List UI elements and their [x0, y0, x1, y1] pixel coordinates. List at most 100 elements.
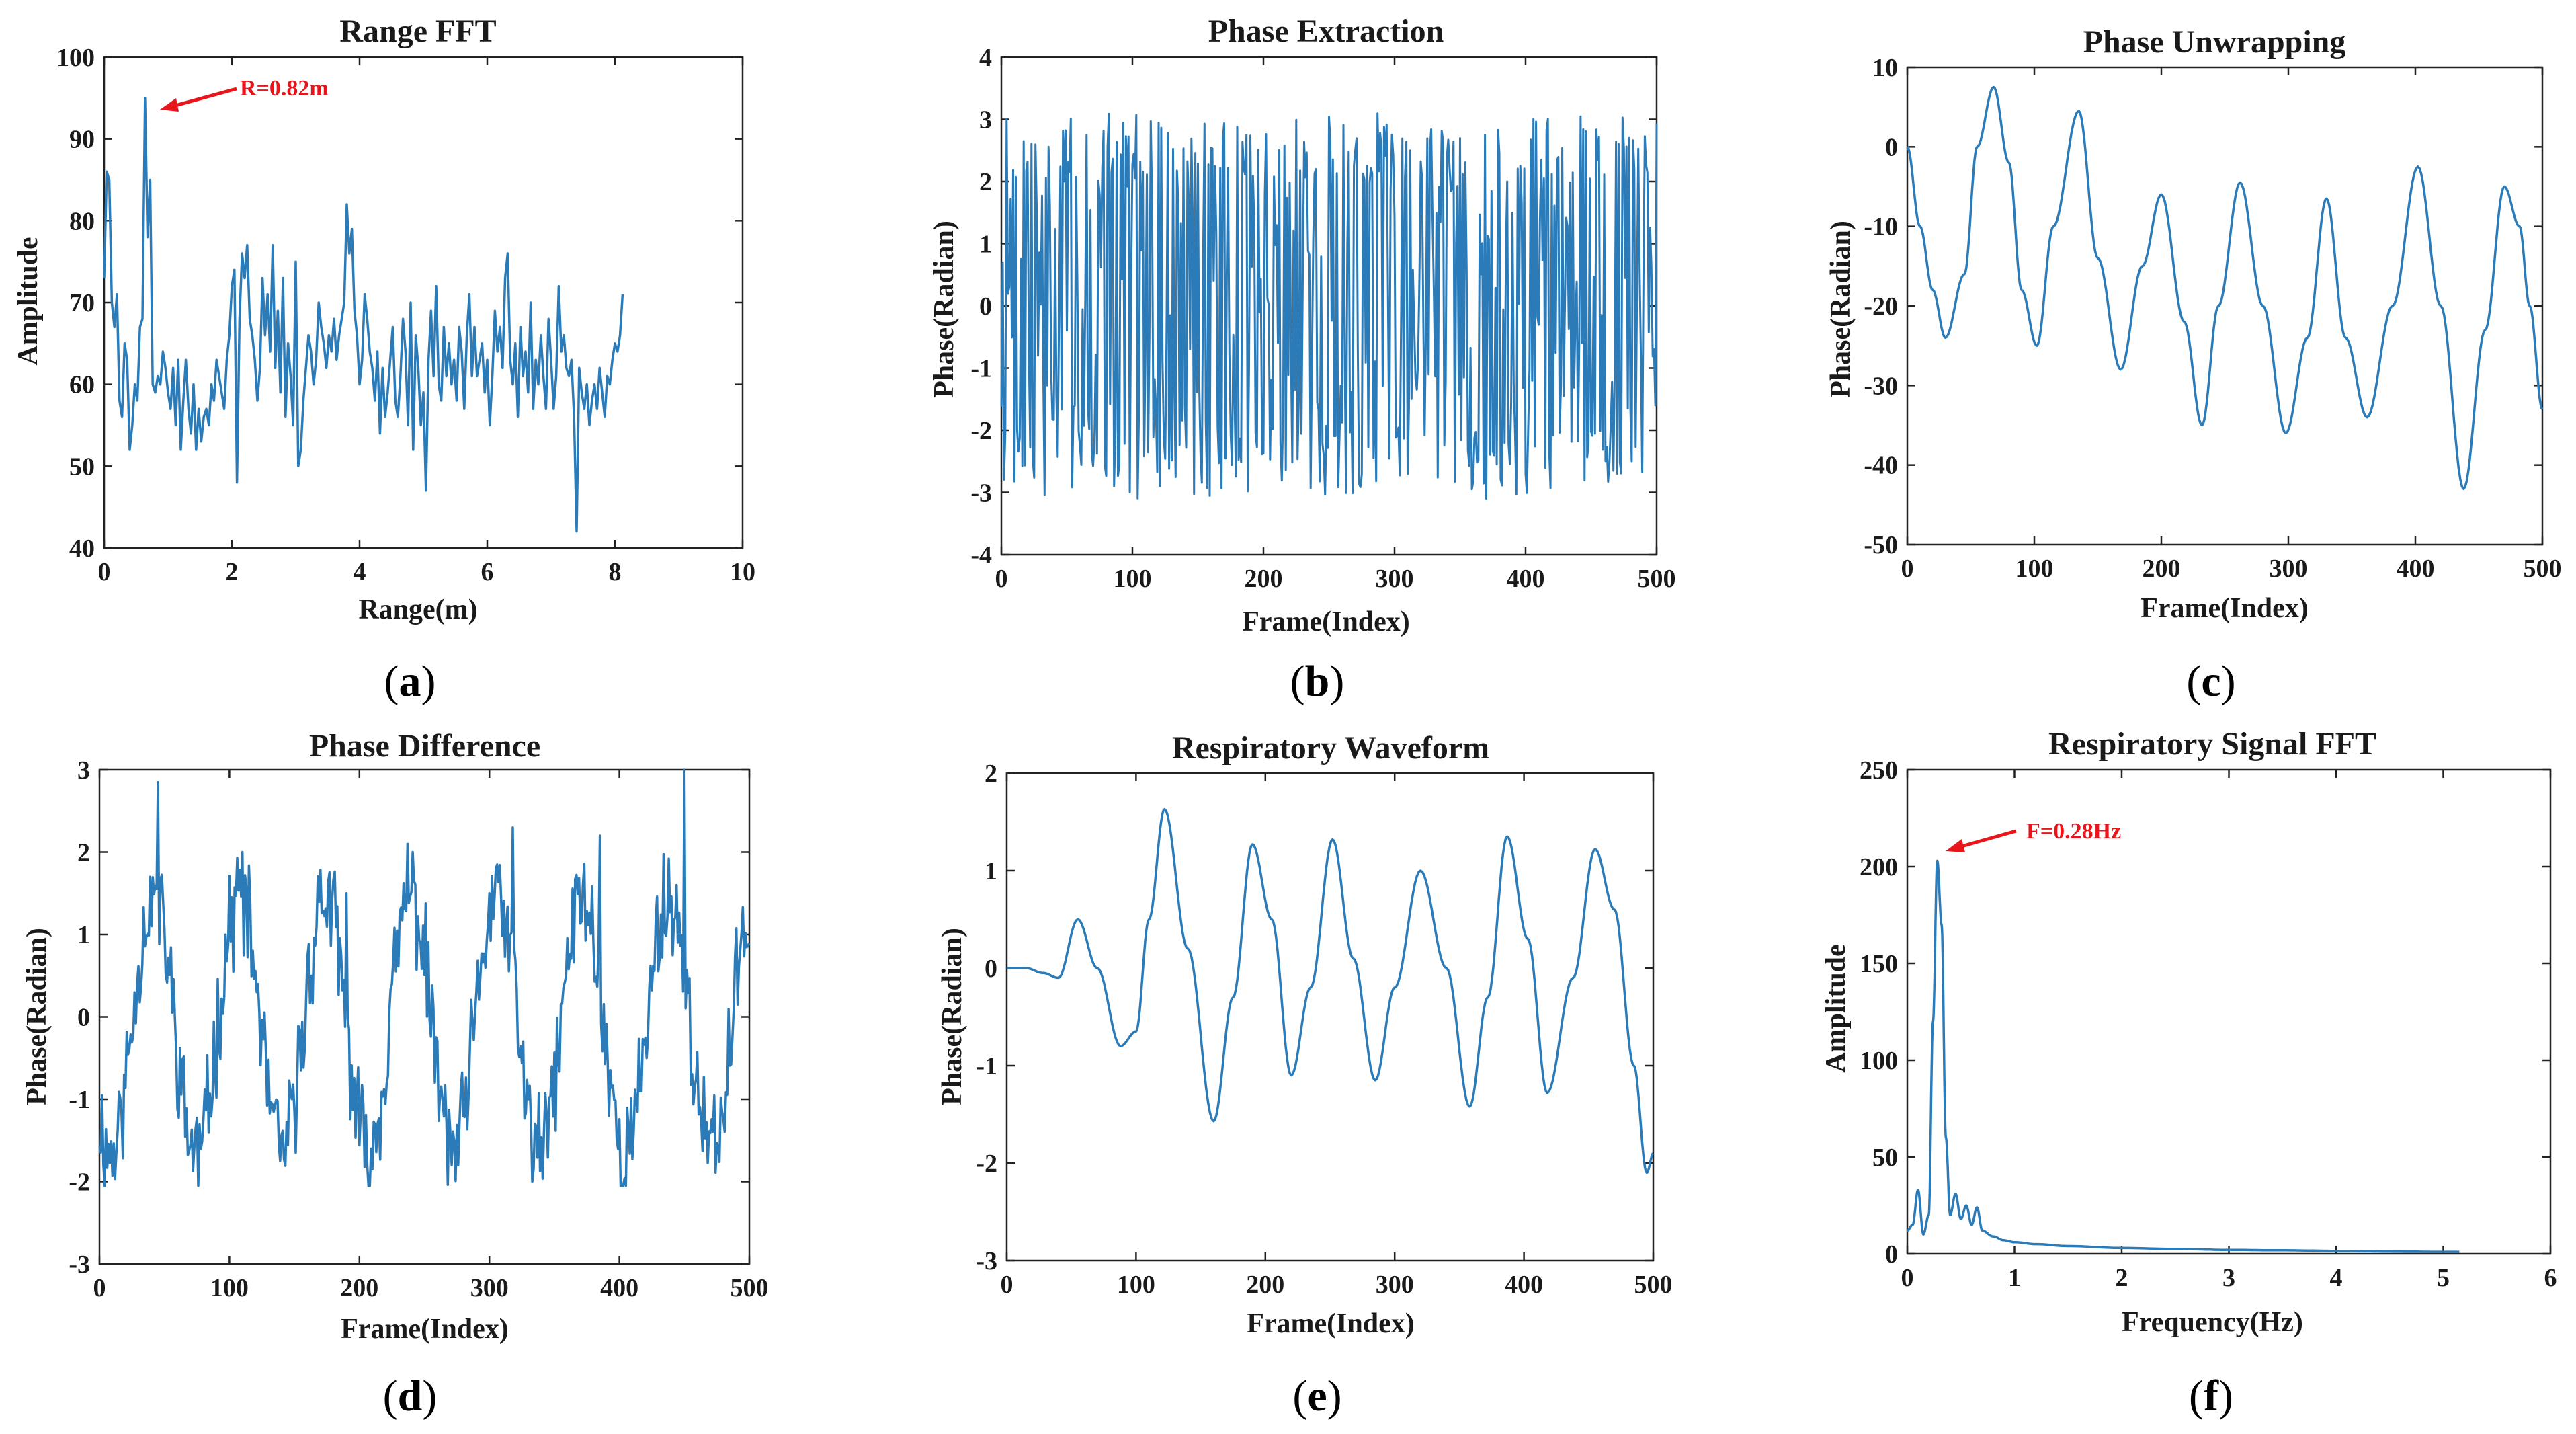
x-tick-label: 100 — [210, 1274, 249, 1302]
y-tick-label: 40 — [69, 534, 95, 563]
y-axis-label: Amplitude — [1821, 944, 1852, 1072]
x-tick-label: 400 — [1507, 565, 1545, 593]
x-tick-label: 400 — [2397, 555, 2435, 583]
y-tick-label: 0 — [77, 1004, 90, 1032]
x-tick-label: 100 — [2016, 555, 2054, 583]
x-tick-label: 2 — [2116, 1264, 2128, 1292]
y-tick-label: 4 — [979, 44, 992, 72]
y-tick-label: 0 — [985, 955, 997, 983]
chart-title: Respiratory Signal FFT — [2048, 726, 2376, 762]
y-tick-label: -10 — [1864, 213, 1898, 241]
x-tick-label: 6 — [2544, 1264, 2557, 1292]
y-tick-label: 50 — [69, 452, 95, 481]
panel-caption: (c) — [2186, 657, 2235, 706]
panel-caption: (d) — [383, 1371, 438, 1421]
panel-caption: (e) — [1292, 1371, 1341, 1421]
series-line — [103, 97, 624, 533]
y-tick-label: -3 — [976, 1247, 997, 1275]
y-tick-label: 70 — [69, 289, 95, 317]
x-tick-label: 0 — [1901, 1264, 1914, 1292]
x-tick-label: 5 — [2437, 1264, 2450, 1292]
y-tick-label: -1 — [970, 355, 992, 383]
y-tick-label: 90 — [69, 126, 95, 154]
y-axis-label: Phase(Radian) — [937, 928, 968, 1105]
panel-caption: (f) — [2189, 1371, 2233, 1421]
x-axis-label: Frame(Index) — [1242, 606, 1410, 637]
chart-title: Respiratory Waveform — [1172, 730, 1489, 766]
y-tick-label: 100 — [56, 44, 95, 72]
y-axis-label: Amplitude — [13, 237, 44, 365]
y-tick-label: 1 — [985, 857, 997, 885]
x-tick-label: 0 — [93, 1274, 106, 1302]
x-tick-label: 3 — [2222, 1264, 2235, 1292]
x-tick-label: 300 — [470, 1274, 509, 1302]
y-tick-label: -50 — [1864, 531, 1898, 559]
chart-title: Range FFT — [339, 13, 496, 49]
annotation-label: R=0.82m — [240, 76, 329, 101]
series-line — [1007, 807, 1655, 1174]
x-tick-label: 500 — [2524, 555, 2562, 583]
annotation-arrowhead — [160, 98, 179, 112]
panel-a: Range FFT Range(m) Amplitude 0 2 4 6 8 10 40 50… — [13, 13, 755, 706]
chart-area-e: 0 100 200 300 400 500 -3 -2 -1 0 1 2 — [976, 760, 1672, 1299]
x-tick-label: 300 — [1376, 1271, 1414, 1299]
x-tick-label: 0 — [98, 558, 111, 586]
x-tick-label: 200 — [1245, 565, 1283, 593]
x-tick-label: 300 — [2270, 555, 2308, 583]
y-tick-label: -2 — [976, 1150, 997, 1178]
panel-b: Phase Extraction Frame(Index) Phase(Radi… — [929, 13, 1676, 706]
annotation-arrow-line — [1954, 829, 2017, 850]
y-axis-label: Phase(Radian) — [22, 928, 52, 1105]
y-tick-label: 1 — [979, 231, 992, 259]
y-tick-label: 80 — [69, 207, 95, 235]
y-tick-label: -40 — [1864, 452, 1898, 480]
annotation-arrowhead — [1946, 839, 1965, 852]
x-tick-label: 300 — [1376, 565, 1414, 593]
y-tick-label: 0 — [1885, 133, 1898, 161]
x-axis-label: Range(m) — [358, 594, 477, 625]
y-axis-label: Phase(Radian) — [929, 221, 960, 398]
x-tick-label: 0 — [1901, 555, 1914, 583]
panel-e: Respiratory Waveform Frame(Index) Phase(… — [937, 730, 1673, 1421]
y-tick-label: 250 — [1860, 756, 1898, 785]
x-axis-label: Frequency(Hz) — [2122, 1307, 2303, 1338]
y-tick-label: 1 — [77, 921, 90, 949]
y-tick-label: -1 — [976, 1052, 997, 1080]
y-tick-label: 60 — [69, 371, 95, 399]
series-line — [1000, 112, 1658, 500]
plot-frame — [103, 56, 744, 549]
y-tick-label: -3 — [69, 1250, 90, 1279]
y-tick-label: 150 — [1860, 950, 1898, 978]
y-tick-label: 10 — [1872, 54, 1898, 82]
y-tick-label: -2 — [970, 417, 992, 445]
x-tick-label: 200 — [2143, 555, 2181, 583]
x-axis-label: Frame(Index) — [2141, 593, 2309, 624]
panel-f: Respiratory Signal FFT Frequency(Hz) Amp… — [1821, 726, 2557, 1421]
chart-area-c: 0 100 200 300 400 500 -50 -40 -30 -20 -10 0 10 — [1864, 54, 2561, 583]
x-tick-label: 4 — [354, 558, 366, 586]
x-tick-label: 500 — [1638, 565, 1676, 593]
x-tick-label: 0 — [995, 565, 1008, 593]
y-tick-label: 2 — [985, 760, 997, 788]
panel-caption: (b) — [1290, 657, 1345, 706]
y-tick-label: 3 — [979, 106, 992, 134]
plot-frame — [98, 768, 751, 1265]
y-tick-label: -3 — [970, 479, 992, 508]
y-tick-label: -2 — [69, 1168, 90, 1197]
x-tick-label: 500 — [1634, 1271, 1673, 1299]
chart-title: Phase Extraction — [1208, 13, 1444, 49]
x-tick-label: 200 — [1246, 1271, 1284, 1299]
chart-title: Phase Difference — [309, 728, 540, 764]
x-axis-label: Frame(Index) — [1247, 1308, 1415, 1339]
x-tick-label: 2 — [226, 558, 239, 586]
x-tick-label: 500 — [731, 1274, 769, 1302]
x-tick-label: 0 — [1001, 1271, 1013, 1299]
y-tick-label: 0 — [979, 292, 992, 321]
y-tick-label: 2 — [979, 168, 992, 196]
series-line — [1906, 859, 2460, 1253]
x-tick-label: 8 — [609, 558, 622, 586]
y-axis-label: Phase(Radian) — [1825, 221, 1856, 398]
plot-frame — [1005, 772, 1655, 1262]
x-tick-label: 100 — [1117, 1271, 1155, 1299]
